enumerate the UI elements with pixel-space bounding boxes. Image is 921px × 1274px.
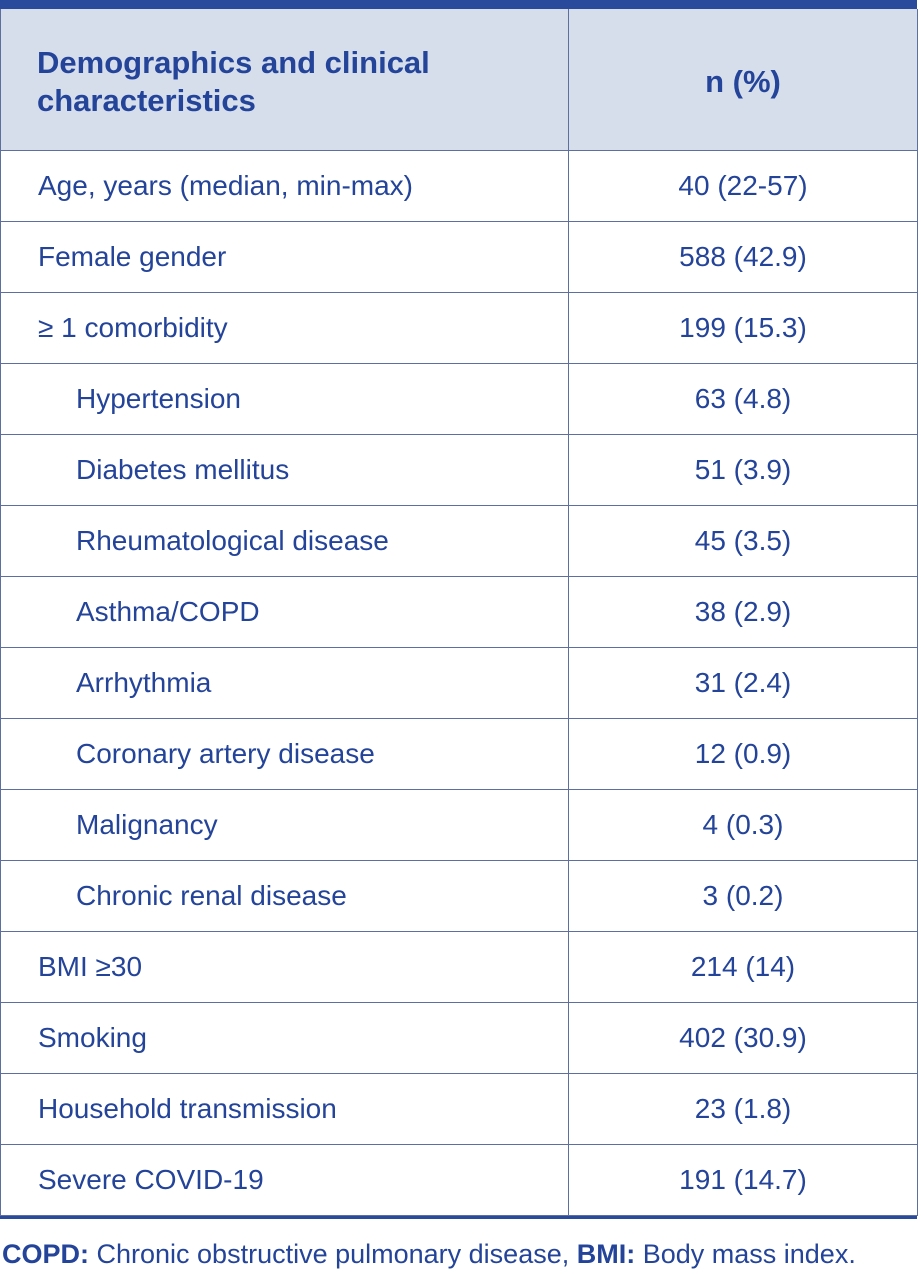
- row-label: Smoking: [0, 1002, 569, 1074]
- row-label: Female gender: [0, 221, 569, 293]
- row-value: 199 (15.3): [568, 292, 918, 364]
- table-row: ≥ 1 comorbidity 199 (15.3): [0, 292, 918, 364]
- bottom-rule: [0, 1216, 917, 1219]
- row-value: 191 (14.7): [568, 1144, 918, 1216]
- row-value: 45 (3.5): [568, 505, 918, 577]
- row-value: 23 (1.8): [568, 1073, 918, 1145]
- row-value: 51 (3.9): [568, 434, 918, 506]
- table-row: Rheumatological disease 45 (3.5): [0, 505, 918, 577]
- row-value: 214 (14): [568, 931, 918, 1003]
- table-row: Female gender 588 (42.9): [0, 221, 918, 293]
- table-row: Coronary artery disease 12 (0.9): [0, 718, 918, 790]
- row-label: Household transmission: [0, 1073, 569, 1145]
- row-value: 402 (30.9): [568, 1002, 918, 1074]
- row-label: Asthma/COPD: [0, 576, 569, 648]
- footnote: COPD: Chronic obstructive pulmonary dise…: [0, 1239, 917, 1270]
- row-label: Chronic renal disease: [0, 860, 569, 932]
- footnote-abbr-copd: COPD:: [2, 1239, 89, 1269]
- row-label: Arrhythmia: [0, 647, 569, 719]
- row-label: Malignancy: [0, 789, 569, 861]
- table-row: Arrhythmia 31 (2.4): [0, 647, 918, 719]
- table-header-row: Demographics and clinical characteristic…: [0, 9, 918, 151]
- row-value: 31 (2.4): [568, 647, 918, 719]
- row-label: Rheumatological disease: [0, 505, 569, 577]
- table-row: Asthma/COPD 38 (2.9): [0, 576, 918, 648]
- header-n-percent: n (%): [568, 9, 918, 151]
- table-row: Age, years (median, min-max) 40 (22-57): [0, 150, 918, 222]
- row-label: Diabetes mellitus: [0, 434, 569, 506]
- footnote-def-bmi: Body mass index.: [635, 1239, 856, 1269]
- table-body: Age, years (median, min-max) 40 (22-57) Fe…: [0, 150, 918, 1216]
- table-row: Malignancy 4 (0.3): [0, 789, 918, 861]
- table-row: Severe COVID-19 191 (14.7): [0, 1144, 918, 1216]
- top-rule: [0, 0, 917, 9]
- characteristics-table: Demographics and clinical characteristic…: [0, 9, 918, 1216]
- row-value: 3 (0.2): [568, 860, 918, 932]
- table-row: Diabetes mellitus 51 (3.9): [0, 434, 918, 506]
- row-value: 40 (22-57): [568, 150, 918, 222]
- row-value: 588 (42.9): [568, 221, 918, 293]
- row-label: Hypertension: [0, 363, 569, 435]
- header-characteristics: Demographics and clinical characteristic…: [0, 9, 569, 151]
- footnote-abbr-bmi: BMI:: [576, 1239, 636, 1269]
- table-row: Household transmission 23 (1.8): [0, 1073, 918, 1145]
- row-value: 4 (0.3): [568, 789, 918, 861]
- row-label: ≥ 1 comorbidity: [0, 292, 569, 364]
- table-row: Smoking 402 (30.9): [0, 1002, 918, 1074]
- row-value: 12 (0.9): [568, 718, 918, 790]
- table-row: BMI ≥30 214 (14): [0, 931, 918, 1003]
- row-label: BMI ≥30: [0, 931, 569, 1003]
- row-value: 63 (4.8): [568, 363, 918, 435]
- table-row: Chronic renal disease 3 (0.2): [0, 860, 918, 932]
- table-row: Hypertension 63 (4.8): [0, 363, 918, 435]
- row-label: Coronary artery disease: [0, 718, 569, 790]
- footnote-def-copd: Chronic obstructive pulmonary disease,: [89, 1239, 577, 1269]
- row-label: Age, years (median, min-max): [0, 150, 569, 222]
- row-label: Severe COVID-19: [0, 1144, 569, 1216]
- row-value: 38 (2.9): [568, 576, 918, 648]
